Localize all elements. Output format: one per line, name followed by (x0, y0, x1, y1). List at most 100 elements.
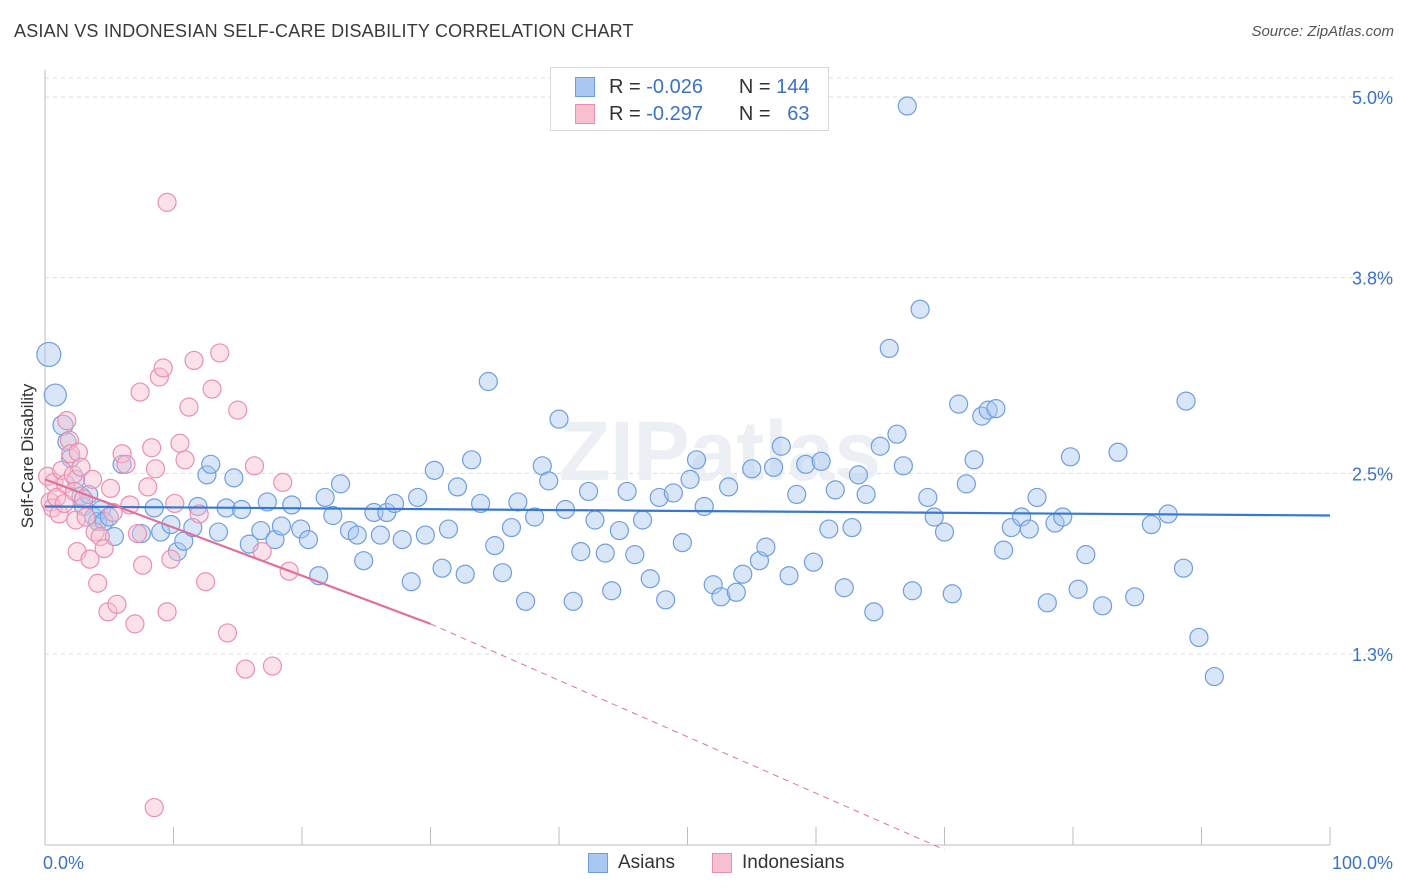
data-point (524, 507, 545, 527)
data-point (61, 444, 81, 464)
data-point (742, 459, 762, 479)
data-point (949, 394, 969, 414)
data-point (112, 444, 132, 464)
data-point (88, 573, 108, 593)
data-point (956, 474, 976, 494)
chart-title: ASIAN VS INDONESIAN SELF-CARE DISABILITY… (14, 21, 634, 41)
data-point (157, 192, 177, 212)
data-point (323, 505, 343, 526)
data-point (179, 397, 199, 417)
data-point (57, 411, 77, 431)
data-point (848, 465, 869, 485)
data-point (571, 542, 591, 562)
data-point (202, 379, 222, 399)
data-point (756, 537, 776, 557)
data-point (625, 545, 645, 565)
data-point (1125, 587, 1145, 607)
data-point (779, 566, 799, 586)
data-point (856, 484, 876, 505)
bottom-legend-label-indonesians: Indonesians (742, 852, 845, 873)
data-point (719, 477, 739, 497)
data-point (415, 525, 435, 545)
source-credit: Source: ZipAtlas.com (1251, 23, 1394, 40)
data-point (694, 496, 714, 517)
data-point (825, 480, 845, 500)
data-point (153, 358, 173, 378)
data-point (1037, 593, 1057, 613)
data-point (595, 543, 615, 563)
data-point (508, 492, 528, 512)
data-point (76, 507, 96, 527)
data-point (918, 487, 938, 508)
data-point (811, 451, 831, 471)
data-point (771, 436, 791, 456)
legend-r-value: -0.026 (646, 75, 703, 98)
data-point (71, 457, 91, 477)
data-point (68, 442, 89, 462)
data-point (228, 400, 248, 420)
data-point (438, 519, 459, 539)
data-point (298, 529, 319, 550)
data-point (585, 510, 605, 530)
data-point (167, 542, 187, 562)
data-point (208, 522, 229, 542)
data-point (887, 424, 907, 444)
data-point (347, 525, 367, 545)
data-point (656, 590, 676, 610)
data-point (726, 582, 746, 602)
bottom-legend-label-asians: Asians (618, 852, 676, 873)
data-point (224, 468, 244, 488)
data-point (902, 581, 922, 601)
regression-extension-indonesians (430, 623, 945, 851)
data-point (485, 536, 505, 556)
data-point (834, 578, 854, 598)
bottom-legend-swatch-asians (588, 853, 608, 873)
data-point (1076, 545, 1096, 565)
data-point (315, 487, 335, 508)
data-point (408, 487, 428, 508)
data-point (144, 797, 164, 818)
data-point (1141, 514, 1161, 535)
data-point (184, 350, 204, 371)
data-point (1204, 666, 1224, 687)
data-point (501, 517, 522, 538)
legend-swatch-indonesians (575, 104, 595, 124)
data-point (43, 383, 67, 407)
data-point (819, 519, 839, 539)
data-point (273, 472, 293, 492)
data-point (471, 493, 491, 514)
data-point (232, 499, 252, 520)
data-point (125, 614, 145, 634)
legend-swatch-asians (575, 77, 595, 97)
data-point (663, 483, 683, 503)
data-point (787, 484, 807, 505)
data-point (291, 519, 311, 539)
y-tick-label: 5.0% (1352, 88, 1393, 108)
bottom-legend-asians: Asians (588, 852, 675, 874)
data-point (1060, 447, 1081, 467)
data-point (897, 96, 917, 116)
data-point (640, 569, 660, 589)
stats-legend: R = -0.026 N = 144 R = -0.297 N = 63 (550, 67, 829, 131)
y-tick-label: 2.5% (1352, 464, 1393, 484)
data-point (986, 399, 1006, 419)
data-point (796, 454, 816, 474)
legend-r-label: R = (609, 102, 641, 125)
data-point (803, 552, 824, 572)
data-point (49, 504, 69, 524)
data-point (392, 529, 412, 550)
data-point (632, 510, 653, 530)
data-point (680, 469, 700, 489)
data-point (994, 540, 1014, 560)
data-point (138, 477, 158, 497)
data-point (942, 584, 962, 604)
data-point (1108, 442, 1128, 462)
data-point (432, 558, 452, 578)
watermark: ZIPatlas (559, 404, 881, 498)
data-point (73, 489, 94, 509)
data-point (142, 438, 162, 458)
data-point (354, 551, 374, 571)
regression-lines (44, 478, 1331, 851)
axes (44, 70, 1331, 846)
data-point (145, 459, 166, 479)
